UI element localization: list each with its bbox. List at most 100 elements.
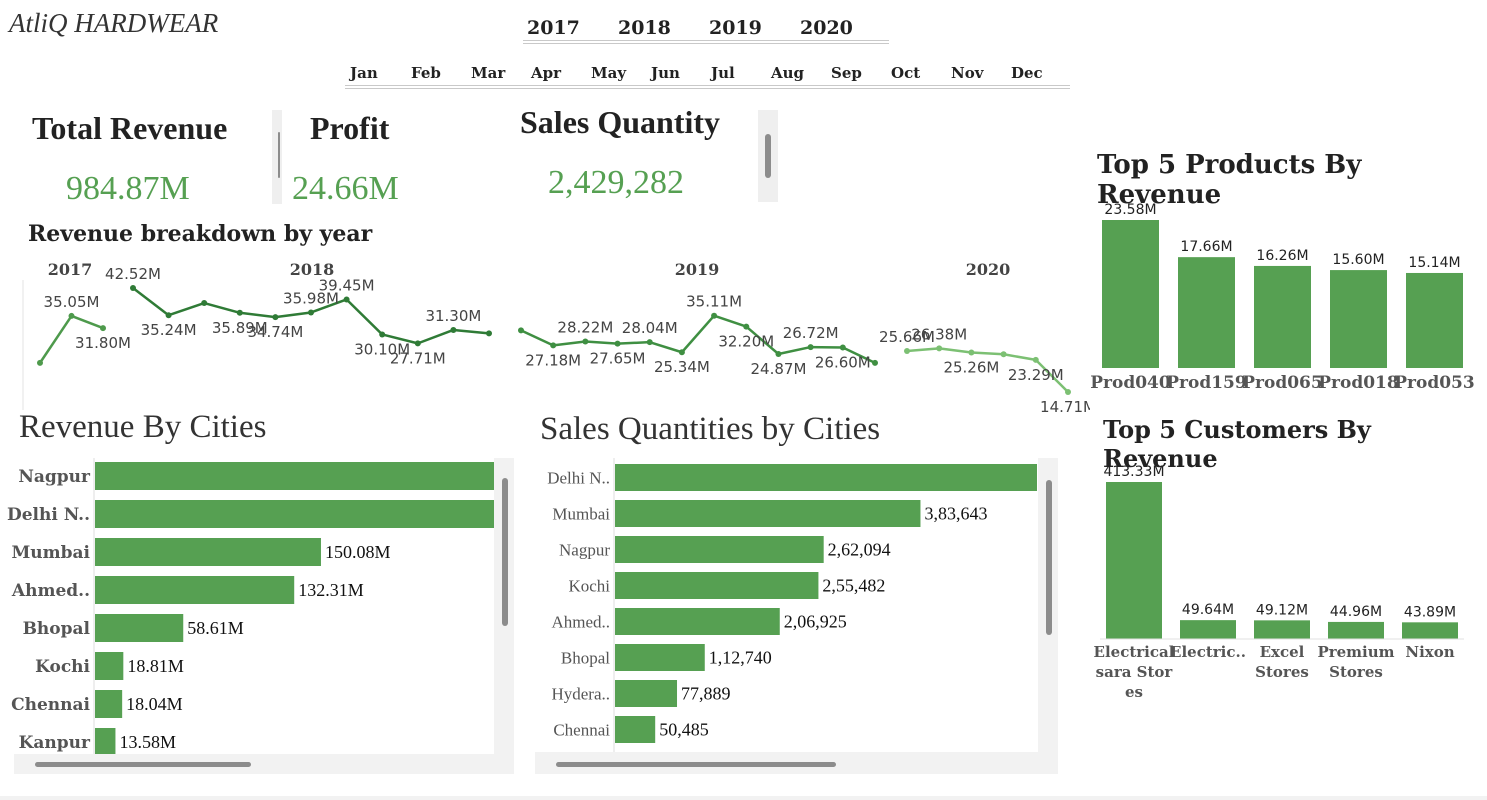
revenue-city-bar xyxy=(95,614,184,642)
customer-category-label: Electrical xyxy=(1094,643,1175,661)
line-data-label: 27.18M xyxy=(525,351,581,369)
revenue-breakdown-line-chart: 2017 35.05M 31.80M 2018 42.52M 35.24M 35.89M34… xyxy=(22,260,1090,416)
product-bar xyxy=(1102,220,1159,368)
line-segment-2019 xyxy=(553,340,586,347)
line-segment-2019 xyxy=(680,314,716,354)
line-segment-2018 xyxy=(239,311,276,319)
month-filter-dec[interactable]: Dec xyxy=(1011,64,1043,82)
month-filter-jun[interactable]: Jun xyxy=(651,64,680,82)
line-data-label: 25.26M xyxy=(943,359,999,377)
revenue-city-bar xyxy=(95,500,494,528)
month-filter-mar[interactable]: Mar xyxy=(471,64,506,82)
line-point-2018 xyxy=(450,326,457,333)
qty-city-category-label: Mumbai xyxy=(552,505,610,524)
product-value-label: 15.60M xyxy=(1332,252,1384,268)
revenue-city-bar xyxy=(95,462,494,490)
line-data-label: 26.60M xyxy=(815,354,871,372)
line-point-2019 xyxy=(550,342,557,349)
month-filter-aug[interactable]: Aug xyxy=(771,64,805,82)
line-point-2019 xyxy=(743,323,750,330)
year-filter-2019[interactable]: 2019 xyxy=(709,17,762,39)
line-data-label: 35.11M xyxy=(686,293,742,311)
sales-qty-by-cities-bar-chart: Delhi N.. Mumbai 3,83,643 Nagpur 2,62,094 Koc… xyxy=(547,458,1037,752)
footer-strip xyxy=(0,796,1487,800)
customer-category-label: Excel xyxy=(1260,643,1305,661)
customer-value-label: 413.33M xyxy=(1103,464,1164,480)
line-point-2018 xyxy=(201,300,208,307)
line-point-2019 xyxy=(678,349,685,356)
year-filter-2020[interactable]: 2020 xyxy=(800,17,853,39)
line-point-2020 xyxy=(1032,356,1039,363)
line-data-label: 32.20M xyxy=(718,333,774,351)
customer-category-label: Nixon xyxy=(1405,643,1454,661)
line-data-label: 23.29M xyxy=(1008,366,1064,384)
sales-qty-hscroll-thumb[interactable] xyxy=(556,762,836,767)
qty-city-bar xyxy=(615,536,824,563)
line-data-label: 35.98M xyxy=(283,289,339,307)
customer-category-label: Electric.. xyxy=(1170,643,1246,661)
qty-city-bar xyxy=(615,680,678,707)
qty-city-bar xyxy=(615,608,780,635)
product-value-label: 17.66M xyxy=(1180,239,1232,255)
year-filter-2018[interactable]: 2018 xyxy=(618,17,671,39)
kpi-divider-thumb[interactable] xyxy=(278,132,280,178)
line-data-label: 42.52M xyxy=(105,265,161,283)
line-segment-2020 xyxy=(971,351,1004,356)
product-category-label: Prod159 xyxy=(1166,373,1246,393)
month-filter-divider xyxy=(345,85,1070,86)
year-filter-2017[interactable]: 2017 xyxy=(527,17,580,39)
kpi-scrollbar-thumb[interactable] xyxy=(765,134,771,178)
revenue-cities-hscroll-thumb[interactable] xyxy=(35,762,251,767)
line-point-2018 xyxy=(486,330,492,337)
month-filter-feb[interactable]: Feb xyxy=(411,64,441,82)
line-point-2018 xyxy=(165,312,172,319)
month-filter-jul[interactable]: Jul xyxy=(711,64,735,82)
revenue-breakdown-title: Revenue breakdown by year xyxy=(28,221,373,247)
revenue-city-category-label: Bhopal xyxy=(23,619,91,639)
line-point-2019 xyxy=(582,338,589,345)
sales-qty-vscroll-thumb[interactable] xyxy=(1046,480,1052,635)
line-point-2020 xyxy=(1065,389,1071,395)
revenue-by-cities-bar-chart: Nagpur Delhi N.. Mumbai 150.08M Ahmed.. 132.3… xyxy=(7,458,494,754)
month-filter-oct[interactable]: Oct xyxy=(891,64,921,82)
line-segment-2019 xyxy=(842,346,876,364)
revenue-city-category-label: Nagpur xyxy=(18,467,91,487)
line-point-2019 xyxy=(807,344,814,351)
line-data-label: 39.45M xyxy=(319,276,375,294)
month-filter-jan[interactable]: Jan xyxy=(350,64,378,82)
product-bar xyxy=(1178,257,1235,368)
month-filter-may[interactable]: May xyxy=(591,64,627,82)
line-segment-2018 xyxy=(417,328,454,345)
customer-category-label: Stores xyxy=(1255,663,1309,681)
month-filter-nov[interactable]: Nov xyxy=(951,64,984,82)
line-segment-2018 xyxy=(381,333,419,345)
qty-city-value-label: 50,485 xyxy=(659,720,709,740)
profit-value: 24.66M xyxy=(292,170,399,207)
revenue-cities-vscroll-thumb[interactable] xyxy=(502,478,508,626)
year-filter: 2017 2018 2019 2020 xyxy=(523,16,889,44)
revenue-city-value-label: 132.31M xyxy=(298,580,364,600)
line-segment-2018 xyxy=(345,298,384,336)
customer-value-label: 49.12M xyxy=(1256,602,1308,618)
line-segment-2017 xyxy=(71,314,104,330)
line-point-2017 xyxy=(68,312,75,319)
product-bar xyxy=(1254,265,1311,368)
revenue-city-category-label: Kochi xyxy=(35,657,90,677)
customer-category-label: Premium xyxy=(1317,643,1394,661)
customer-bar xyxy=(1180,620,1236,639)
line-segment-2020 xyxy=(939,347,972,354)
revenue-city-bar xyxy=(95,690,123,718)
qty-city-bar xyxy=(615,716,656,743)
month-filter-sep[interactable]: Sep xyxy=(831,64,862,82)
profit-label: Profit xyxy=(310,110,390,146)
product-value-label: 23.58M xyxy=(1104,202,1156,218)
line-segment-2020 xyxy=(906,347,940,353)
qty-city-value-label: 2,55,482 xyxy=(822,576,885,596)
sales-quantity-value: 2,429,282 xyxy=(548,164,684,201)
line-point-2019 xyxy=(839,344,846,351)
product-category-label: Prod018 xyxy=(1318,373,1398,393)
month-filter-apr[interactable]: Apr xyxy=(531,64,562,82)
line-segment-2019 xyxy=(745,325,780,355)
product-category-label: Prod040 xyxy=(1090,373,1171,393)
line-point-2018 xyxy=(414,340,421,347)
